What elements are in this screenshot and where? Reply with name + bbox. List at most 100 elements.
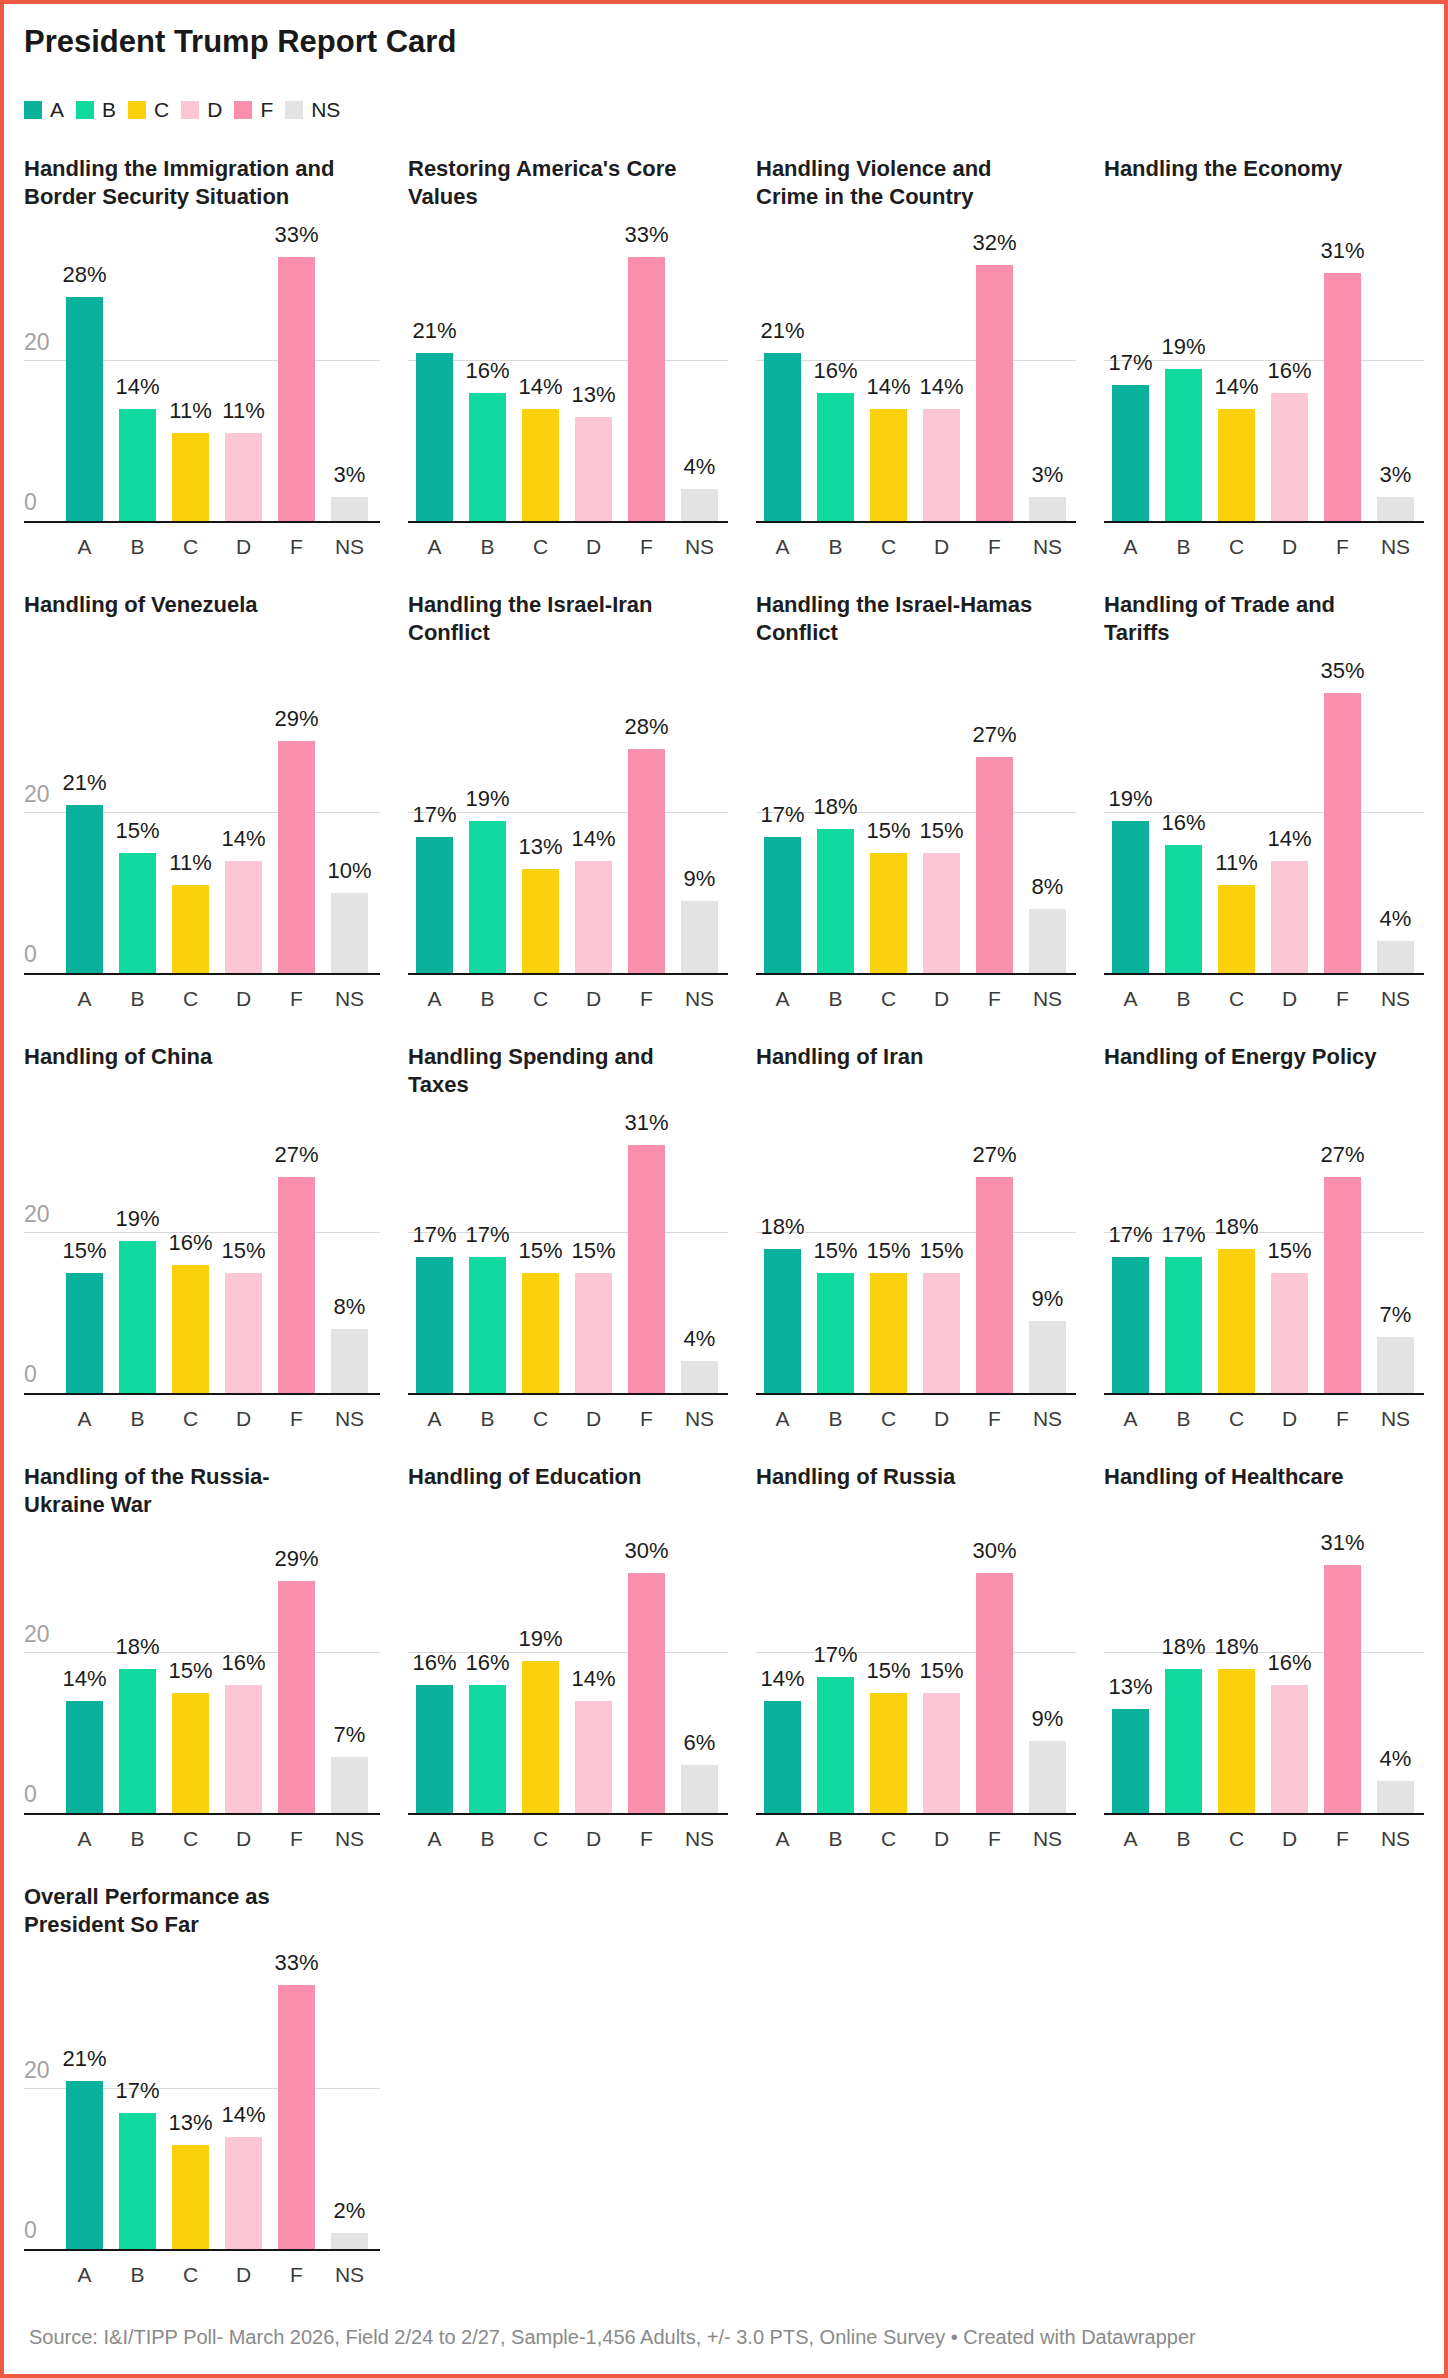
bar-slot-A: 21% (764, 211, 801, 521)
chart-panel: Handling of Healthcare13%18%18%16%31%4%A… (1104, 1463, 1424, 1851)
value-label: 17% (760, 802, 804, 828)
value-label: 8% (334, 1294, 366, 1320)
bar-slot-C: 16% (172, 1099, 209, 1393)
bar-NS (1377, 497, 1414, 521)
value-label: 15% (813, 1238, 857, 1264)
bar-slot-NS: 7% (1377, 1099, 1414, 1393)
bar-C (172, 2145, 209, 2249)
value-label: 4% (684, 1326, 716, 1352)
bars-group: 17%19%14%16%31%3% (1112, 211, 1424, 521)
category-label-C: C (1218, 1407, 1255, 1431)
bar-slot-NS: 3% (1377, 211, 1414, 521)
bar-NS (331, 893, 368, 973)
category-labels: ABCDFNS (24, 535, 380, 559)
value-label: 14% (221, 2102, 265, 2128)
bar-slot-B: 16% (817, 211, 854, 521)
chart-plot: 17%19%13%14%28%9% (408, 647, 728, 973)
bar-B (119, 1669, 156, 1813)
value-label: 27% (1320, 1142, 1364, 1168)
bar-slot-F: 29% (278, 1519, 315, 1813)
category-label-C: C (522, 1827, 559, 1851)
category-label-D: D (225, 987, 262, 1011)
value-label: 15% (168, 1658, 212, 1684)
category-label-A: A (66, 535, 103, 559)
bar-slot-F: 27% (1324, 1099, 1361, 1393)
bar-NS (1377, 1337, 1414, 1393)
bar-C (522, 869, 559, 973)
bar-slot-NS: 2% (331, 1939, 368, 2249)
bar-F (628, 1573, 665, 1813)
bar-slot-NS: 9% (681, 647, 718, 973)
category-label-F: F (976, 1407, 1013, 1431)
value-label: 15% (1267, 1238, 1311, 1264)
category-label-B: B (1165, 535, 1202, 559)
bar-slot-B: 18% (119, 1519, 156, 1813)
y-axis-label-0: 0 (24, 491, 37, 514)
chart-plot: 17%17%15%15%31%4% (408, 1099, 728, 1393)
chart-plot: 17%17%18%15%27%7% (1104, 1099, 1424, 1393)
value-label: 7% (1380, 1302, 1412, 1328)
value-label: 31% (1320, 238, 1364, 264)
category-label-B: B (817, 535, 854, 559)
value-label: 31% (624, 1110, 668, 1136)
bar-slot-D: 14% (1271, 647, 1308, 973)
bar-slot-NS: 3% (331, 211, 368, 521)
bar-slot-D: 13% (575, 211, 612, 521)
category-label-F: F (628, 1827, 665, 1851)
x-axis-line (1104, 521, 1424, 523)
category-label-NS: NS (681, 1407, 718, 1431)
chart-title: Handling the Immigration and Border Secu… (24, 155, 336, 211)
category-labels: ABCDFNS (408, 1407, 728, 1431)
category-label-B: B (1165, 1827, 1202, 1851)
bar-slot-NS: 7% (331, 1519, 368, 1813)
bar-B (1165, 1669, 1202, 1813)
bar-slot-F: 35% (1324, 647, 1361, 973)
legend-label: NS (311, 98, 340, 122)
value-label: 15% (115, 818, 159, 844)
value-label: 18% (115, 1634, 159, 1660)
chart-plot: 16%16%19%14%30%6% (408, 1519, 728, 1813)
chart-title: Handling of Education (408, 1463, 708, 1519)
category-labels: ABCDFNS (408, 535, 728, 559)
bar-A (764, 837, 801, 973)
category-label-C: C (1218, 535, 1255, 559)
value-label: 14% (866, 374, 910, 400)
chart-panel: Handling the Economy17%19%14%16%31%3%ABC… (1104, 155, 1424, 559)
bar-slot-A: 16% (416, 1519, 453, 1813)
bar-C (522, 1273, 559, 1393)
value-label: 27% (274, 1142, 318, 1168)
bar-A (66, 1273, 103, 1393)
bar-B (1165, 845, 1202, 973)
category-label-A: A (764, 535, 801, 559)
bar-F (1324, 693, 1361, 973)
category-label-F: F (278, 535, 315, 559)
bar-B (817, 829, 854, 973)
charts-row: Overall Performance as President So Far2… (24, 1883, 1424, 2287)
category-labels: ABCDFNS (756, 1827, 1076, 1851)
category-label-F: F (1324, 1407, 1361, 1431)
category-label-A: A (1112, 1407, 1149, 1431)
category-label-NS: NS (1377, 987, 1414, 1011)
category-label-D: D (1271, 1407, 1308, 1431)
category-label-NS: NS (1377, 535, 1414, 559)
category-labels: ABCDFNS (756, 987, 1076, 1011)
bar-slot-C: 14% (522, 211, 559, 521)
value-label: 14% (571, 826, 615, 852)
charts-grid: Handling the Immigration and Border Secu… (24, 155, 1424, 2287)
chart-panel: Handling of Trade and Tariffs19%16%11%14… (1104, 591, 1424, 1011)
value-label: 33% (274, 1950, 318, 1976)
bar-A (416, 353, 453, 521)
legend-item-B: B (76, 98, 116, 122)
value-label: 17% (115, 2078, 159, 2104)
bars-group: 17%17%15%15%31%4% (416, 1099, 728, 1393)
bar-F (278, 1581, 315, 1813)
category-labels: ABCDFNS (408, 1827, 728, 1851)
value-label: 16% (1267, 358, 1311, 384)
category-label-D: D (225, 1827, 262, 1851)
bar-slot-B: 16% (469, 1519, 506, 1813)
value-label: 29% (274, 706, 318, 732)
chart-plot: 19%16%11%14%35%4% (1104, 647, 1424, 973)
value-label: 17% (1161, 1222, 1205, 1248)
bar-NS (1377, 1781, 1414, 1813)
bar-slot-A: 15% (66, 1099, 103, 1393)
